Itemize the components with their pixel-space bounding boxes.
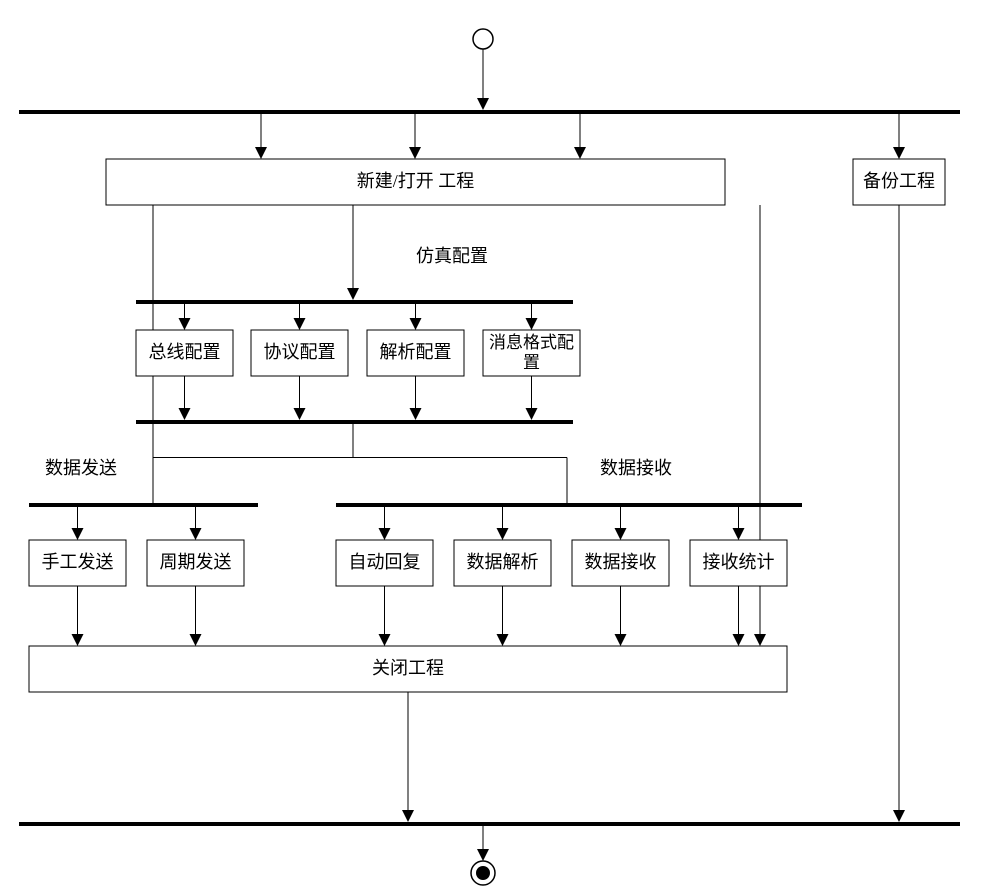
svg-text:置: 置	[523, 353, 540, 372]
svg-text:接收统计: 接收统计	[703, 552, 775, 572]
end-node-inner	[476, 866, 490, 880]
svg-text:备份工程: 备份工程	[863, 171, 935, 191]
svg-text:周期发送: 周期发送	[160, 552, 232, 572]
svg-text:协议配置: 协议配置	[264, 342, 336, 362]
start-node	[473, 29, 493, 49]
svg-text:数据解析: 数据解析	[467, 552, 539, 572]
svg-text:新建/打开 工程: 新建/打开 工程	[357, 171, 475, 191]
svg-text:关闭工程: 关闭工程	[372, 658, 444, 678]
svg-text:数据发送: 数据发送	[45, 458, 117, 478]
svg-text:解析配置: 解析配置	[380, 342, 452, 362]
svg-text:数据接收: 数据接收	[600, 458, 672, 478]
svg-text:消息格式配: 消息格式配	[489, 333, 574, 352]
svg-text:自动回复: 自动回复	[349, 552, 421, 572]
svg-text:仿真配置: 仿真配置	[416, 246, 488, 266]
svg-text:数据接收: 数据接收	[585, 552, 657, 572]
svg-text:总线配置: 总线配置	[149, 342, 221, 362]
svg-text:手工发送: 手工发送	[42, 552, 114, 572]
